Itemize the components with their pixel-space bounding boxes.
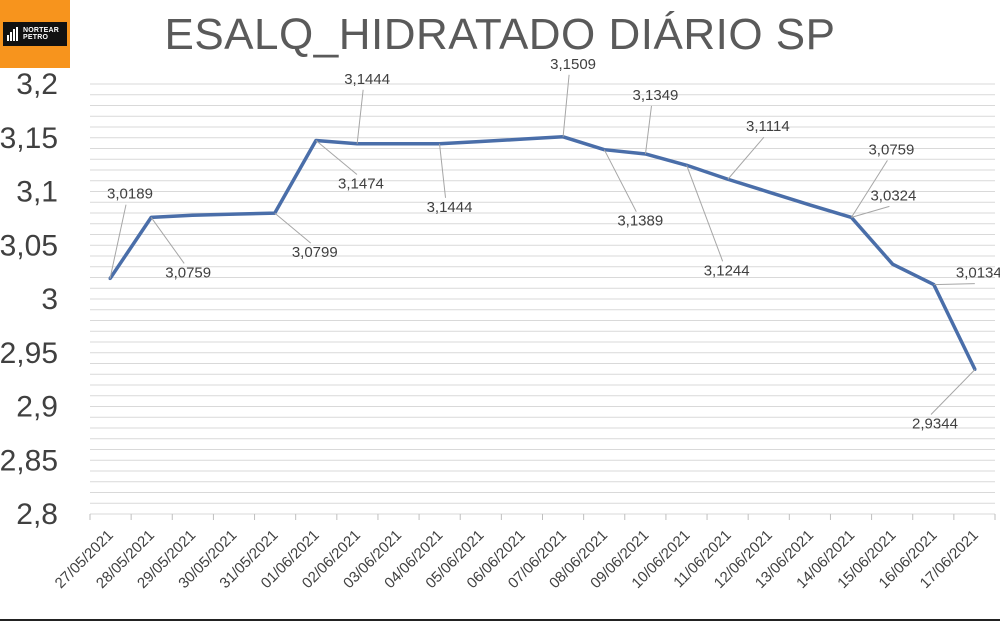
data-label-leader (439, 143, 447, 198)
y-tick-label: 3,2 (16, 68, 58, 101)
data-label: 3,1444 (344, 71, 390, 88)
data-label: 3,0134 (956, 265, 1000, 282)
data-label-leader (727, 136, 765, 180)
data-point (190, 213, 194, 217)
data-label: 3,1349 (633, 87, 679, 104)
data-label-leader (933, 283, 975, 286)
data-label: 3,1244 (704, 262, 750, 279)
logo-panel: NORTEAR PETRO (3, 22, 67, 46)
nortear-petro-logo: NORTEAR PETRO (0, 0, 70, 68)
data-labels: 3,0189 3,0759 3,0799 3,1474 3,1444 3,1444 3,15… (107, 56, 1000, 433)
data-label: 3,0799 (292, 244, 338, 261)
chart-title: ESALQ_HIDRATADO DIÁRIO SP (164, 10, 836, 59)
data-label: 3,1509 (550, 56, 596, 73)
data-label-leader (644, 105, 652, 155)
y-tick-label: 2,9 (16, 391, 58, 424)
y-tick-label: 2,95 (0, 337, 58, 370)
y-tick-label: 2,8 (16, 498, 58, 531)
data-point (479, 140, 483, 144)
data-label: 2,9344 (912, 416, 958, 433)
series-line (108, 135, 977, 371)
data-label: 3,1389 (617, 213, 663, 230)
y-tick-label: 3,05 (0, 229, 58, 262)
x-axis: 27/05/202128/05/202129/05/202130/05/2021… (52, 527, 982, 592)
data-label-leader (603, 149, 637, 212)
data-label: 3,1474 (338, 176, 384, 193)
data-point (767, 190, 771, 194)
grid-lines (89, 83, 996, 520)
data-point (232, 212, 236, 216)
data-point (808, 203, 812, 207)
data-label-leader (274, 212, 312, 244)
series-layer (108, 135, 977, 372)
data-label-leader (562, 74, 570, 137)
data-label: 3,1114 (746, 118, 790, 135)
logo-text-line2: PETRO (23, 34, 49, 41)
logo-text-line1: NORTEAR (23, 27, 60, 34)
y-tick-label: 3,15 (0, 122, 58, 155)
data-label: 3,0324 (870, 187, 916, 204)
data-point (520, 137, 524, 141)
data-label: 3,1444 (427, 199, 473, 216)
y-tick-label: 2,85 (0, 444, 58, 477)
y-tick-label: 3 (41, 283, 58, 316)
data-label: 3,0189 (107, 186, 153, 203)
data-label-leader (109, 204, 127, 279)
bar-chart-icon (7, 27, 19, 41)
data-label-leader (930, 369, 976, 415)
data-label-leader (315, 140, 358, 175)
data-label-leader (150, 217, 185, 264)
logo-text: NORTEAR PETRO (23, 27, 59, 41)
data-label-leader (851, 205, 890, 218)
data-label-leader (686, 165, 724, 262)
data-label: 3,0759 (868, 141, 914, 158)
data-label-leader (356, 89, 364, 144)
data-point (891, 262, 895, 266)
data-label-leader (851, 160, 888, 218)
data-point (396, 142, 400, 146)
bottom-border (0, 619, 1000, 621)
y-axis: 2,8 2,85 2,9 2,95 3 3,05 3,1 3,15 3,2 (0, 68, 58, 531)
data-label: 3,0759 (165, 264, 211, 281)
y-tick-label: 3,1 (16, 176, 58, 209)
